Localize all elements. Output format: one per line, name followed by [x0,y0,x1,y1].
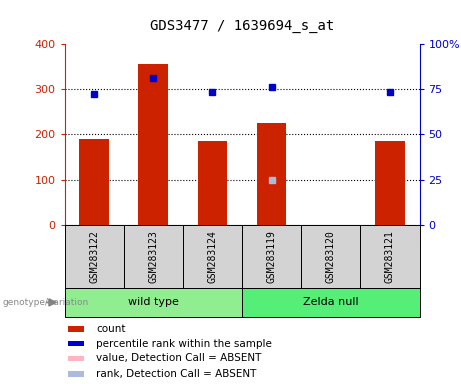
Text: GSM283124: GSM283124 [207,230,218,283]
Bar [257,123,286,225]
Text: GSM283123: GSM283123 [148,230,158,283]
Bar [242,225,301,288]
Bar [198,141,227,225]
Bar [68,356,84,361]
Bar [361,225,420,288]
Text: genotype/variation: genotype/variation [2,298,89,307]
Text: rank, Detection Call = ABSENT: rank, Detection Call = ABSENT [96,369,257,379]
Bar [301,225,361,288]
Text: GSM283120: GSM283120 [326,230,336,283]
Text: GSM283121: GSM283121 [385,230,395,283]
Bar [124,225,183,288]
Text: Zelda null: Zelda null [303,297,359,308]
Bar [242,288,420,317]
Bar [68,326,84,332]
Text: GSM283119: GSM283119 [266,230,277,283]
Bar [183,225,242,288]
Text: wild type: wild type [128,297,179,308]
Text: value, Detection Call = ABSENT: value, Detection Call = ABSENT [96,353,262,364]
Bar [138,65,168,225]
Text: GSM283122: GSM283122 [89,230,99,283]
Bar [65,225,124,288]
Text: GDS3477 / 1639694_s_at: GDS3477 / 1639694_s_at [150,19,334,33]
Bar [79,139,109,225]
Text: count: count [96,324,126,334]
Bar [68,341,84,346]
Bar [68,371,84,377]
Text: percentile rank within the sample: percentile rank within the sample [96,339,272,349]
Bar [375,141,405,225]
Bar [65,288,242,317]
